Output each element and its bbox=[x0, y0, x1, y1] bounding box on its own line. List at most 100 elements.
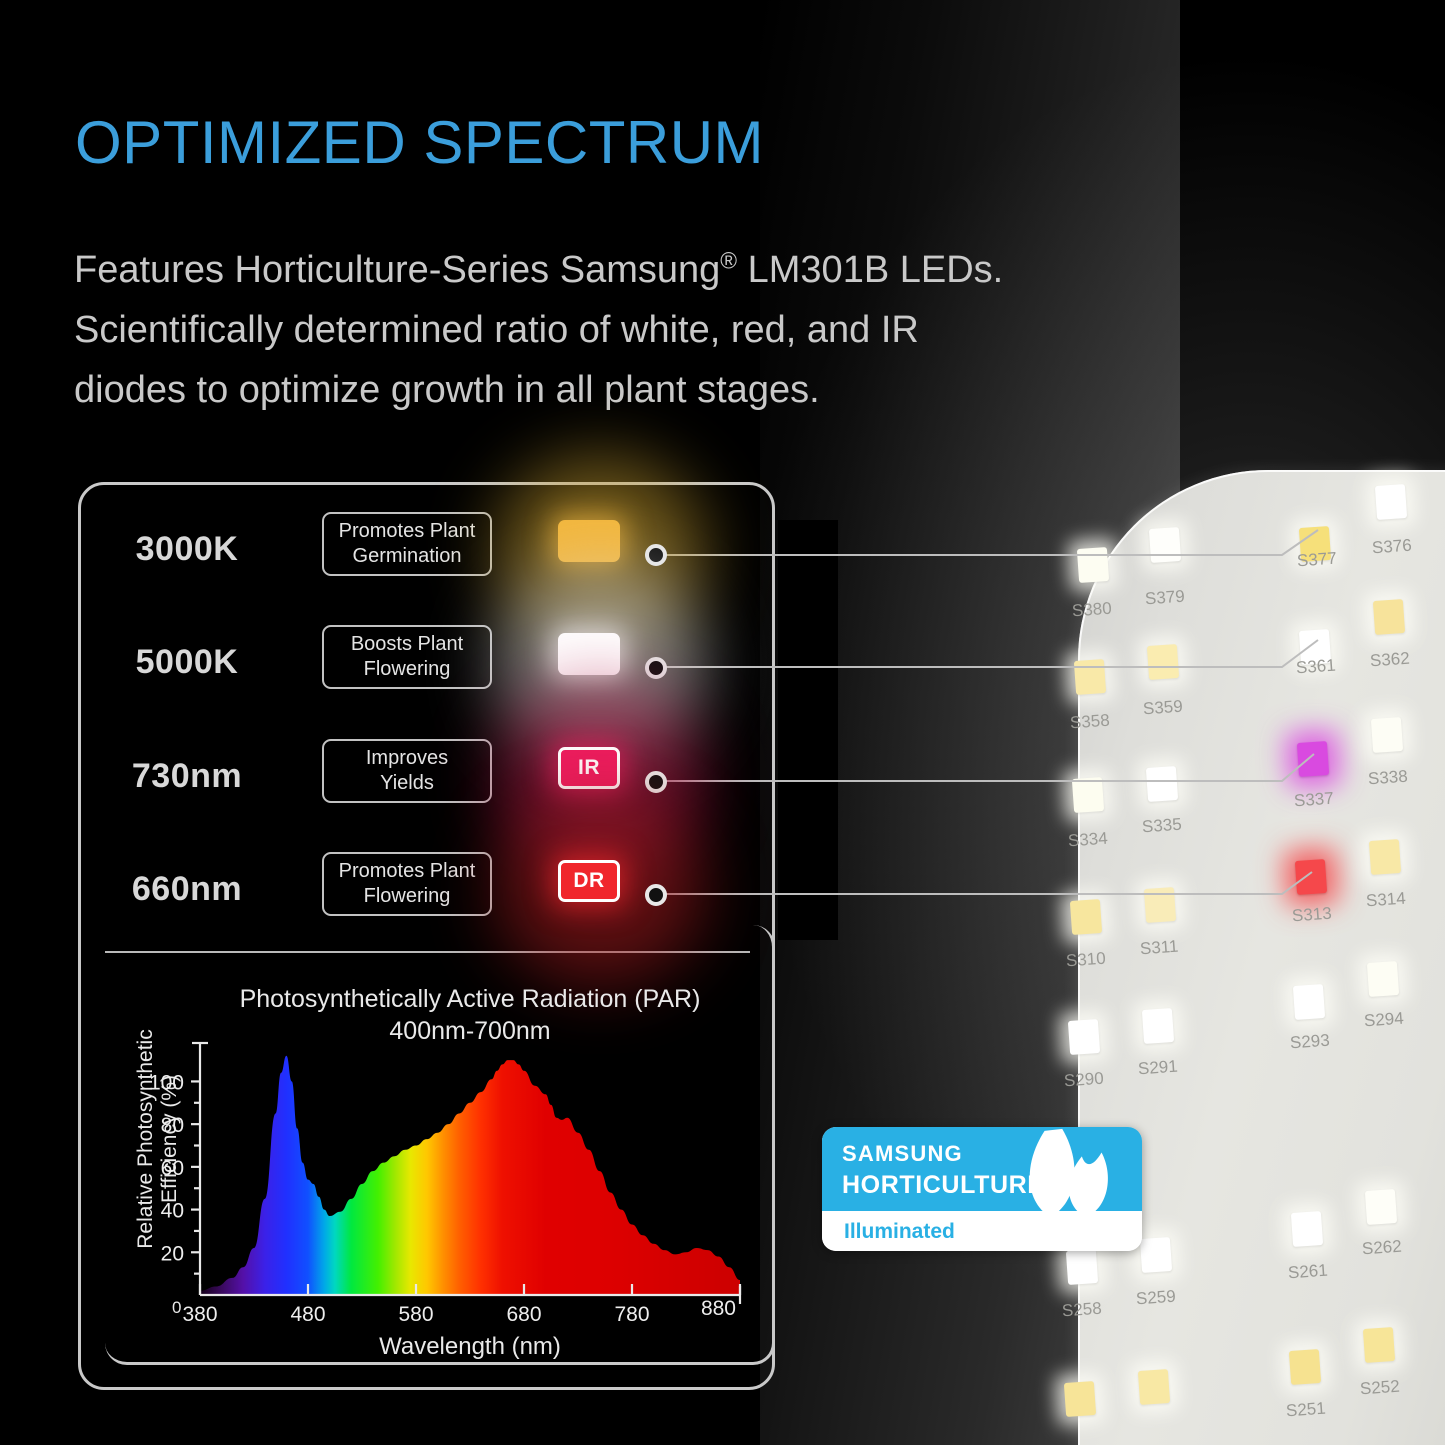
page-title: OPTIMIZED SPECTRUM bbox=[75, 109, 765, 176]
subtitle-line-1b: LM301B LEDs. bbox=[737, 249, 1004, 291]
description-line-1: Promotes Plant bbox=[338, 520, 476, 542]
badge-bottom-band bbox=[822, 1211, 1142, 1251]
spectrum-row-value: 5000K bbox=[135, 643, 239, 681]
registered-mark-icon: ® bbox=[720, 247, 738, 274]
spectrum-row-value: 730nm bbox=[131, 757, 243, 795]
led-label: S337 bbox=[1293, 788, 1335, 811]
badge-brand: SAMSUNG bbox=[842, 1141, 963, 1166]
chart-y-tick-label: 60 bbox=[161, 1157, 184, 1180]
spectrum-panel-frame bbox=[78, 482, 775, 1390]
samsung-horticulture-badge: SAMSUNG HORTICULTURE LED Illuminated bbox=[822, 1127, 1142, 1251]
led-label: S291 bbox=[1137, 1056, 1179, 1079]
led-label: S294 bbox=[1363, 1008, 1405, 1031]
led-chip bbox=[558, 520, 620, 562]
led-diode bbox=[1137, 1368, 1171, 1406]
chart-area-series bbox=[200, 1055, 740, 1295]
led-diode bbox=[1143, 886, 1177, 924]
led-chip: IR bbox=[558, 747, 620, 789]
chart-x-tick-label: 580 bbox=[398, 1303, 433, 1326]
spectrum-row-description: Improves Yields bbox=[322, 739, 492, 803]
led-label: S258 bbox=[1061, 1298, 1103, 1321]
led-diode bbox=[1148, 526, 1182, 564]
chart-x-tick-label: 880 bbox=[701, 1297, 736, 1320]
spectrum-row-description: Boosts Plant Flowering bbox=[322, 625, 492, 689]
led-diode bbox=[1139, 1236, 1173, 1274]
led-diode bbox=[1063, 1380, 1097, 1418]
chart-y-tick-label: 80 bbox=[161, 1114, 184, 1137]
led-diode bbox=[1145, 765, 1179, 803]
led-label: S358 bbox=[1069, 710, 1111, 733]
chart-panel-frame bbox=[105, 925, 775, 1365]
par-chart: Photosynthetically Active Radiation (PAR… bbox=[110, 965, 760, 1375]
led-label: S313 bbox=[1291, 903, 1333, 926]
led-label: S359 bbox=[1142, 696, 1184, 719]
chart-axes bbox=[191, 1041, 742, 1304]
page-subtitle: Features Horticulture-Series Samsung® LM… bbox=[74, 240, 1254, 420]
led-diode bbox=[1065, 1248, 1099, 1286]
led-diode bbox=[1076, 546, 1110, 584]
led-diode bbox=[1294, 858, 1328, 896]
led-diode bbox=[1374, 483, 1408, 521]
chart-x-tick-label: 780 bbox=[614, 1303, 649, 1326]
description-line-1: Improves bbox=[365, 747, 449, 769]
led-diode bbox=[1290, 1210, 1324, 1248]
led-diode bbox=[1292, 983, 1326, 1021]
led-label: S259 bbox=[1135, 1286, 1177, 1309]
led-label: S361 bbox=[1295, 655, 1337, 678]
subtitle-line-1: Features Horticulture-Series Samsung bbox=[74, 249, 721, 291]
chart-y-tick-label: 40 bbox=[161, 1200, 184, 1223]
panel-divider bbox=[105, 951, 750, 953]
led-diode bbox=[1073, 658, 1107, 696]
led-chip-wrapper bbox=[540, 621, 650, 691]
led-diode bbox=[1372, 598, 1406, 636]
description-line-2: Flowering bbox=[363, 658, 451, 680]
callout-dot bbox=[645, 884, 667, 906]
subtitle-line-3: diodes to optimize growth in all plant s… bbox=[74, 369, 820, 411]
led-label: S314 bbox=[1365, 888, 1407, 911]
panel-frame-gap bbox=[778, 520, 838, 940]
callout-dot bbox=[645, 544, 667, 566]
spectrum-row-value: 3000K bbox=[135, 530, 239, 568]
description-line-2: Flowering bbox=[363, 885, 451, 907]
chart-origin-label: 0 bbox=[172, 1298, 182, 1317]
led-label: S311 bbox=[1139, 936, 1180, 959]
description-line-2: Yields bbox=[380, 772, 434, 794]
chart-title-line2: 400nm-700nm bbox=[389, 1017, 551, 1045]
led-chip bbox=[558, 633, 620, 675]
led-label: S334 bbox=[1067, 828, 1109, 851]
chart-plot-area: 20 40 60 80 100 380 480 580 680 780 880 bbox=[149, 1041, 742, 1326]
led-chip-wrapper: DR bbox=[540, 848, 650, 918]
led-label: S379 bbox=[1144, 586, 1186, 609]
led-diode bbox=[1141, 1007, 1175, 1045]
led-label: S338 bbox=[1367, 766, 1409, 789]
led-diode bbox=[1067, 1018, 1101, 1056]
badge-subtitle: HORTICULTURE LED bbox=[842, 1171, 1104, 1199]
description-line-1: Boosts Plant bbox=[350, 633, 464, 655]
spectrum-row: 660nm Promotes Plant Flowering DR bbox=[0, 796, 775, 986]
callout-dot bbox=[645, 771, 667, 793]
spectrum-row-description: Promotes Plant Flowering bbox=[322, 852, 492, 916]
spectrum-row-value: 660nm bbox=[131, 870, 243, 908]
chart-x-axis-label: Wavelength (nm) bbox=[379, 1333, 561, 1360]
description-line-2: Germination bbox=[352, 545, 462, 567]
led-diode bbox=[1370, 716, 1404, 754]
led-diode bbox=[1296, 740, 1330, 778]
led-label: S251 bbox=[1285, 1398, 1327, 1421]
subtitle-line-2: Scientifically determined ratio of white… bbox=[74, 309, 919, 351]
chart-x-tick-label: 380 bbox=[182, 1303, 217, 1326]
chart-title-line1: Photosynthetically Active Radiation (PAR… bbox=[239, 985, 701, 1013]
led-label: S293 bbox=[1289, 1030, 1331, 1053]
led-diode bbox=[1069, 898, 1103, 936]
badge-status: Illuminated bbox=[844, 1220, 955, 1243]
led-diode bbox=[1288, 1348, 1322, 1386]
led-diode bbox=[1366, 960, 1400, 998]
led-label: S290 bbox=[1063, 1068, 1105, 1091]
led-label: S335 bbox=[1141, 814, 1183, 837]
led-label: S377 bbox=[1296, 548, 1338, 571]
callout-dot bbox=[645, 657, 667, 679]
led-diode bbox=[1071, 776, 1105, 814]
description-line-1: Promotes Plant bbox=[338, 860, 476, 882]
chart-x-tick-label: 680 bbox=[506, 1303, 541, 1326]
led-diode bbox=[1364, 1188, 1398, 1226]
